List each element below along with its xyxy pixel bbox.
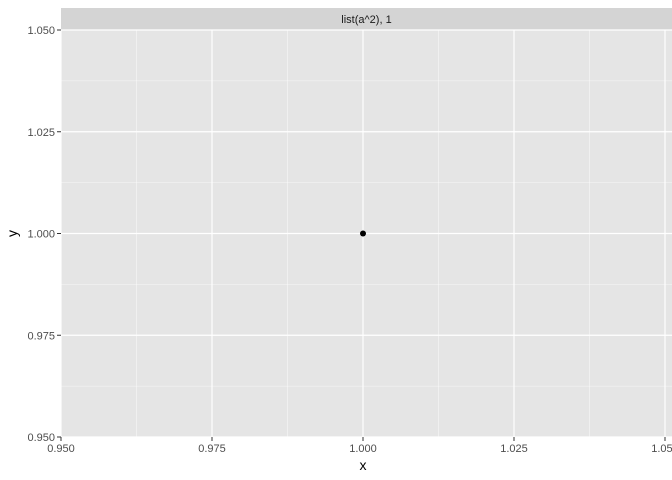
points — [360, 230, 366, 237]
x-tick-label: 1.000 — [349, 443, 377, 455]
y-tick-label: 1.000 — [27, 229, 55, 241]
axes: 0.950 0.975 1.000 1.025 1.050 0.950 0.975 1.000… — [27, 25, 672, 455]
x-tick-label: 1.025 — [500, 443, 528, 455]
data-point — [360, 230, 366, 237]
y-tick-label: 0.950 — [27, 432, 55, 444]
y-tick-label: 1.050 — [27, 25, 55, 37]
y-tick-label: 1.025 — [27, 127, 55, 139]
facet-strip-label: list(a^2), 1 — [341, 14, 391, 26]
x-tick-label: 0.950 — [47, 443, 75, 455]
y-axis-label: y — [4, 230, 20, 237]
x-axis-label: x — [360, 457, 367, 473]
y-tick-label: 0.975 — [27, 330, 55, 342]
x-tick-label: 1.050 — [651, 443, 672, 455]
gridlines — [60, 29, 672, 438]
x-tick-label: 0.975 — [198, 443, 226, 455]
facet-strip — [61, 8, 672, 30]
